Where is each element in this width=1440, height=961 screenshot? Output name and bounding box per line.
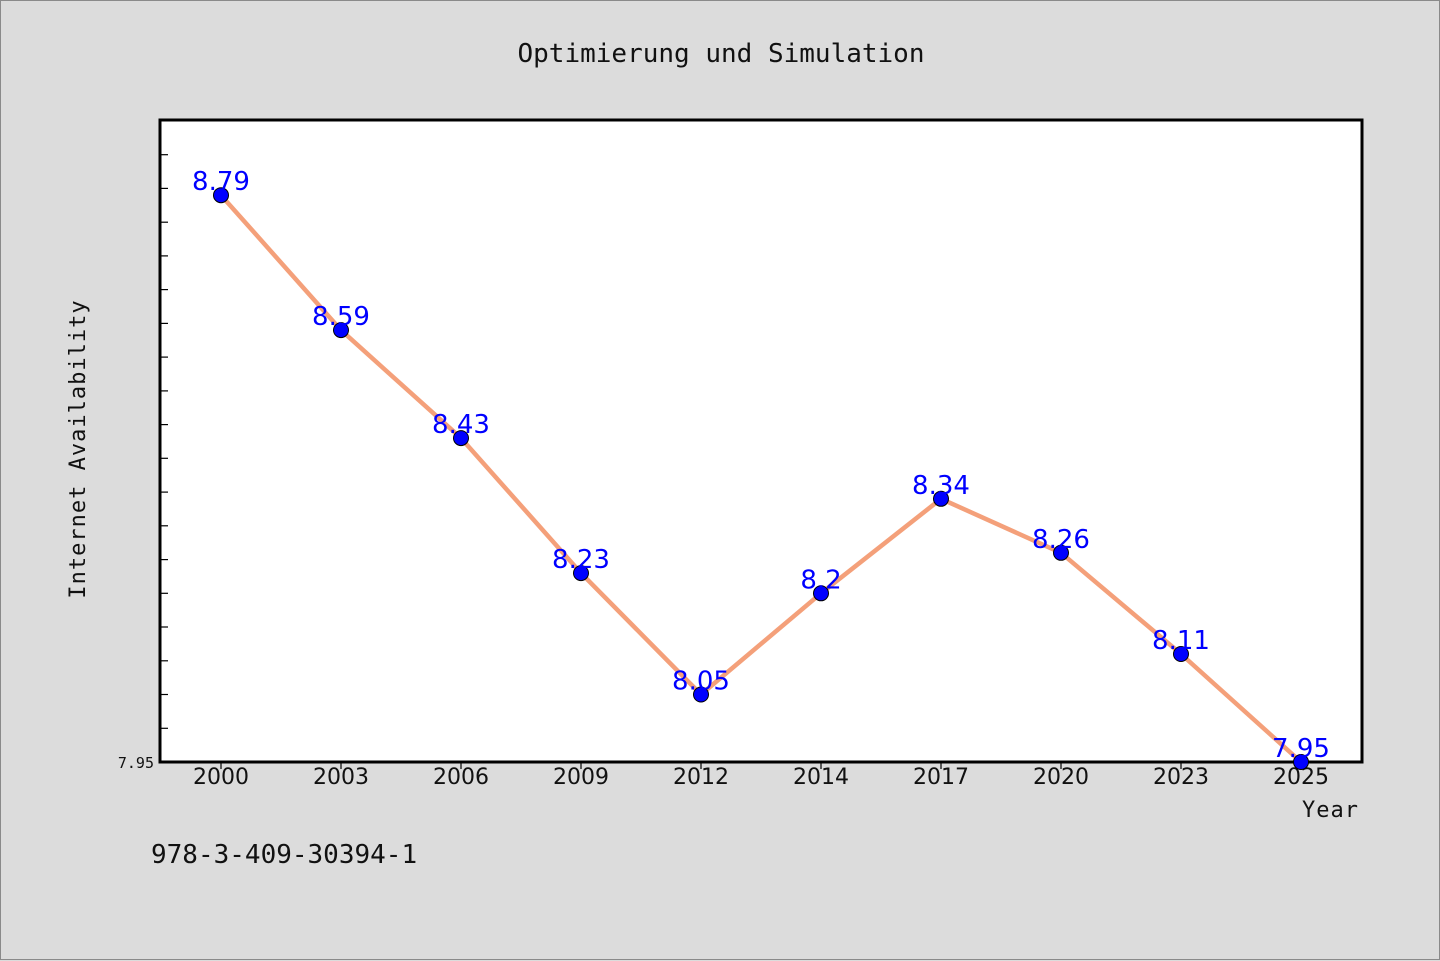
data-point xyxy=(1053,544,1069,561)
isbn-footnote: 978-3-409-30394-1 xyxy=(151,840,417,870)
data-label: 8.2 xyxy=(800,565,841,595)
data-label: 8.79 xyxy=(192,167,250,197)
data-label: 8.05 xyxy=(672,667,730,697)
series-layer: 8.79 8.59 8.43 8.23 8.05 8.2 8.34 8.26 8.11 7.95 xyxy=(192,167,1330,770)
chart-title: Optimierung und Simulation xyxy=(518,39,925,69)
x-tick-label: 2017 xyxy=(913,765,969,790)
data-point xyxy=(1293,754,1309,770)
x-tick-label: 2020 xyxy=(1033,765,1089,790)
y-axis-label: Internet Availability xyxy=(66,299,91,598)
data-label: 8.23 xyxy=(552,545,610,575)
data-label: 8.34 xyxy=(912,471,970,501)
data-point xyxy=(693,686,709,703)
plot-area xyxy=(158,118,1364,764)
y-tick-label: 7.95 xyxy=(118,754,154,772)
x-tick-label: 2009 xyxy=(553,765,609,790)
data-label: 8.43 xyxy=(432,410,490,440)
x-tick-label: 2003 xyxy=(313,765,369,790)
x-axis-label: Year xyxy=(1302,798,1359,823)
data-label: 8.26 xyxy=(1032,525,1090,555)
x-tick-label: 2014 xyxy=(793,765,849,790)
x-tick-label: 2000 xyxy=(193,765,249,790)
data-label: 8.11 xyxy=(1152,626,1210,656)
data-point xyxy=(573,565,589,582)
series-line xyxy=(219,193,1303,764)
x-axis-ticks: 2000 2003 2006 2009 2012 2014 2017 2020 2023 2025 xyxy=(193,762,1329,790)
data-point xyxy=(333,322,349,339)
data-point xyxy=(1173,646,1189,662)
x-tick-label: 2006 xyxy=(433,765,489,790)
data-point xyxy=(933,490,949,507)
data-point xyxy=(813,585,829,602)
data-point xyxy=(213,187,229,204)
x-tick-label: 2012 xyxy=(673,765,729,790)
data-label: 8.59 xyxy=(312,302,370,332)
data-point xyxy=(453,430,469,447)
x-tick-label: 2023 xyxy=(1153,765,1209,790)
data-label: 7.95 xyxy=(1272,734,1330,764)
y-axis-ticks: 7.95 xyxy=(118,154,168,772)
